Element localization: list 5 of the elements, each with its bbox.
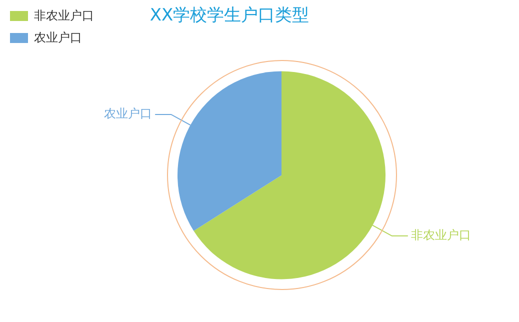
- chart-title: XX学校学生户口类型: [150, 6, 310, 26]
- slice-label: 农业户口: [104, 106, 152, 121]
- legend-label: 农业户口: [34, 30, 82, 44]
- slice-label: 非农业户口: [410, 228, 471, 242]
- legend-label: 非农业户口: [34, 8, 94, 22]
